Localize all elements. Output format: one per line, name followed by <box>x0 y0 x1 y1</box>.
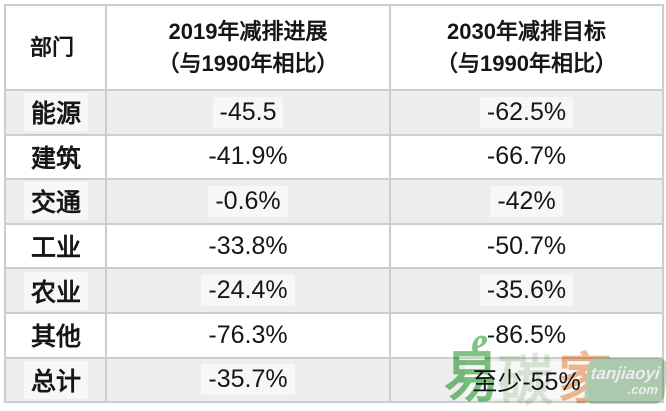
cell-text: -33.8% <box>201 230 295 262</box>
table-body: 能源 -45.5 -62.5% 建筑 -41.9% -66.7% 交通 -0.6% -42% 工业… <box>4 89 664 404</box>
cell-text: 交通 <box>24 182 89 221</box>
col-header-department-label: 部门 <box>26 31 79 64</box>
cell-text: -41.9% <box>201 141 295 173</box>
row-label: 总计 <box>4 356 107 404</box>
row-value: -62.5% <box>389 89 664 136</box>
row-value: -66.7% <box>389 133 664 181</box>
cell-text: -76.3% <box>201 319 295 351</box>
row-value: -42% <box>389 178 664 225</box>
row-value: 至少-55% <box>389 356 664 404</box>
cell-text: 其他 <box>24 316 89 355</box>
col-header-2030-line1: 2030年减排目标 <box>443 15 610 48</box>
table-row: 总计 -35.7% 至少-55% <box>4 356 664 404</box>
cell-text: -35.7% <box>201 364 295 396</box>
row-label: 能源 <box>4 89 107 136</box>
table-row: 其他 -76.3% -86.5% <box>4 311 664 359</box>
cell-text: -50.7% <box>479 230 574 262</box>
row-value: -35.6% <box>389 267 664 314</box>
cell-text: 能源 <box>24 93 89 132</box>
cell-text: 总计 <box>24 360 89 399</box>
col-header-2019-progress: 2019年减排进展 （与1990年相比） <box>105 4 391 91</box>
cell-text: -45.5 <box>212 96 284 128</box>
row-label: 工业 <box>4 222 107 270</box>
col-header-2019-line2: （与1990年相比） <box>153 47 343 80</box>
row-label: 农业 <box>4 267 107 314</box>
row-value: -45.5 <box>105 89 391 136</box>
row-value: -35.7% <box>105 356 391 404</box>
row-label: 交通 <box>4 178 107 225</box>
table-row: 工业 -33.8% -50.7% <box>4 222 664 270</box>
row-value: -86.5% <box>389 311 664 359</box>
cell-text: 农业 <box>24 271 89 310</box>
cell-text: -62.5% <box>479 96 574 128</box>
col-header-2019-line1: 2019年减排进展 <box>164 15 332 48</box>
row-value: -76.3% <box>105 311 391 359</box>
row-value: -33.8% <box>105 222 391 270</box>
table-row: 建筑 -41.9% -66.7% <box>4 133 664 181</box>
row-value: -24.4% <box>105 267 391 314</box>
emissions-table: 部门 2019年减排进展 （与1990年相比） 2030年减排目标 （与1990… <box>4 4 664 404</box>
header-row: 部门 2019年减排进展 （与1990年相比） 2030年减排目标 （与1990… <box>4 4 664 91</box>
row-value: -0.6% <box>105 178 391 225</box>
cell-text: -0.6% <box>208 185 288 217</box>
table-row: 交通 -0.6% -42% <box>4 178 664 225</box>
cell-text: -66.7% <box>479 141 574 173</box>
cell-text: -42% <box>490 185 563 217</box>
cell-text: 建筑 <box>24 137 89 176</box>
cell-text: 工业 <box>24 227 89 266</box>
table-row: 农业 -24.4% -35.6% <box>4 267 664 314</box>
col-header-department: 部门 <box>4 4 107 91</box>
col-header-2030-line2: （与1990年相比） <box>432 47 621 80</box>
row-label: 建筑 <box>4 133 107 181</box>
row-label: 其他 <box>4 311 107 359</box>
table-row: 能源 -45.5 -62.5% <box>4 89 664 136</box>
row-value: -50.7% <box>389 222 664 270</box>
cell-text: 至少-55% <box>465 360 588 399</box>
row-value: -41.9% <box>105 133 391 181</box>
col-header-2030-target: 2030年减排目标 （与1990年相比） <box>389 4 664 91</box>
cell-text: -86.5% <box>479 319 574 351</box>
cell-text: -24.4% <box>201 275 295 307</box>
cell-text: -35.6% <box>479 275 574 307</box>
